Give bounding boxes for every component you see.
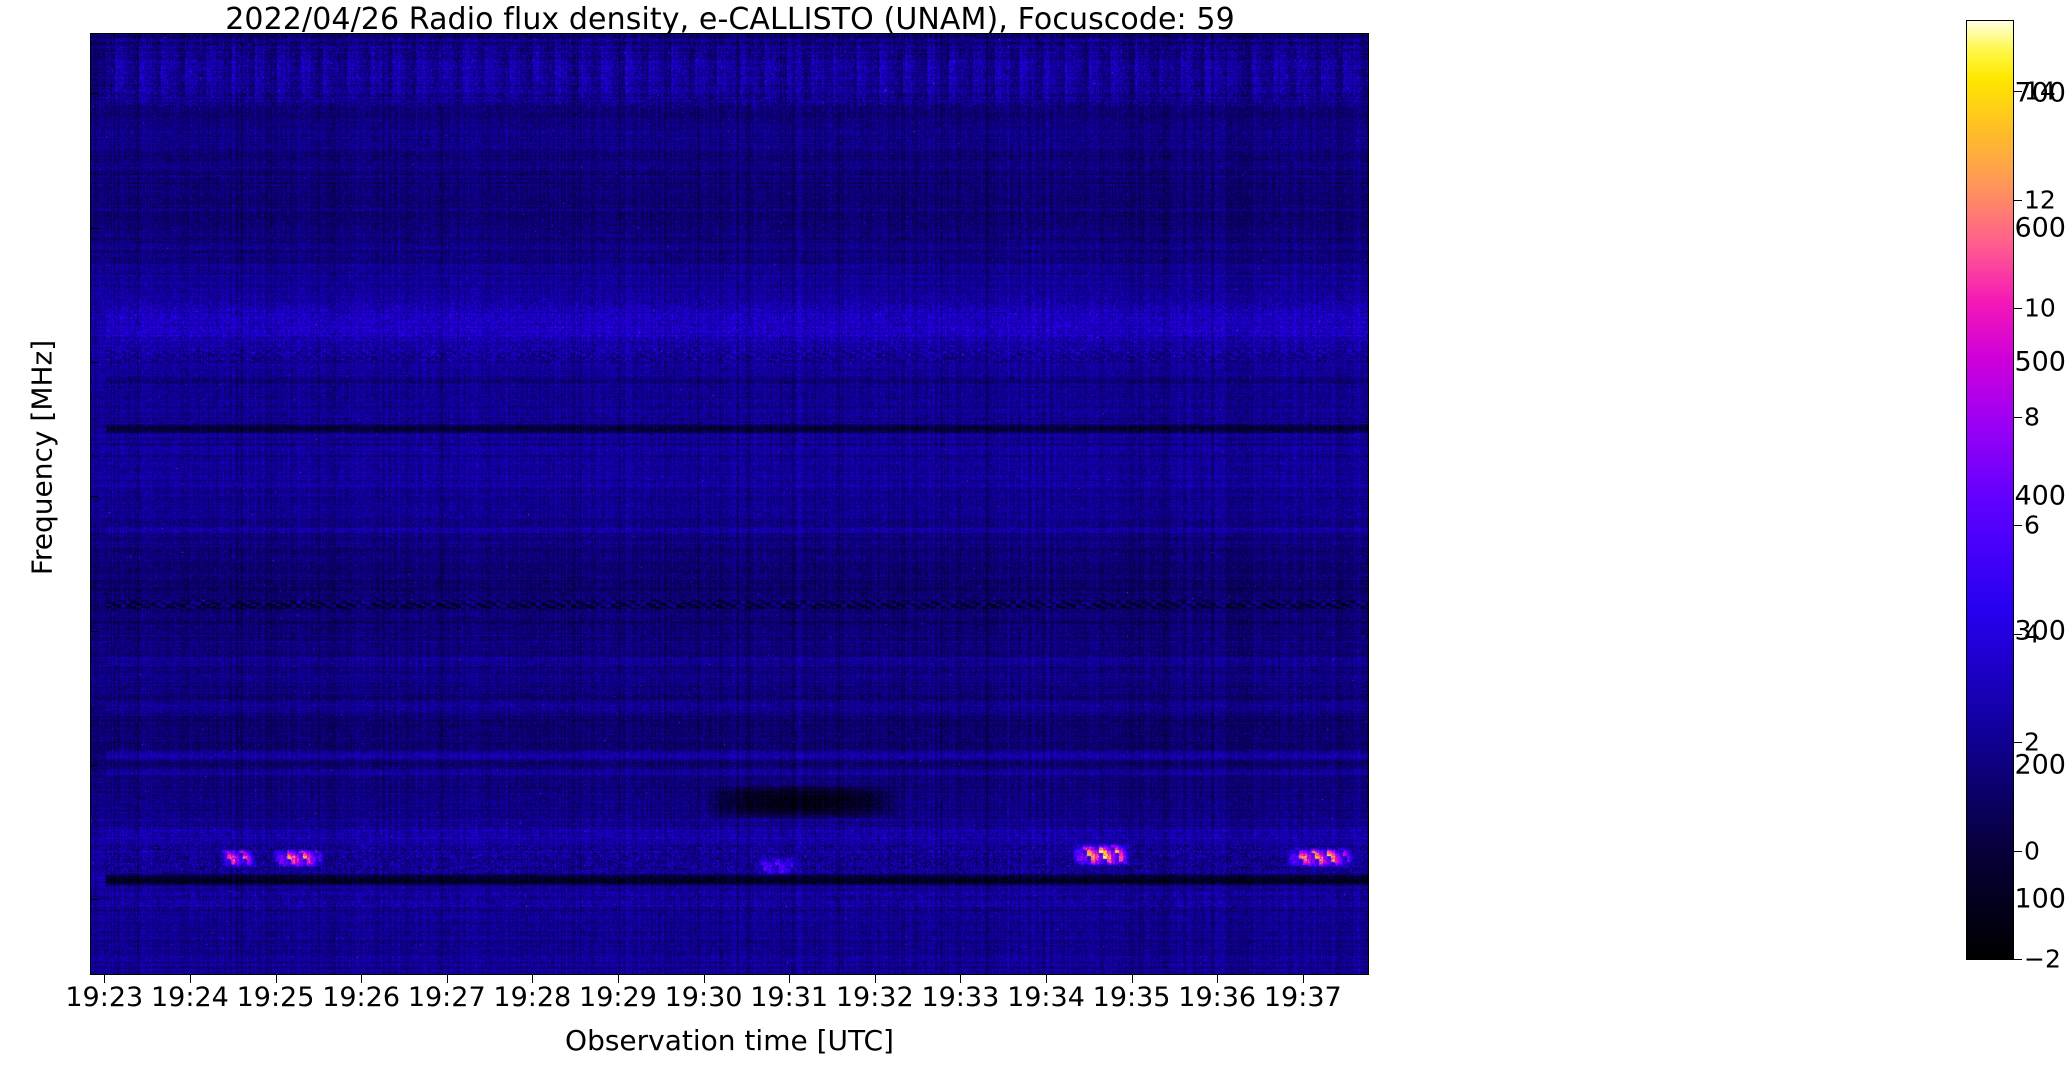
x-tick-mark	[1045, 975, 1047, 983]
x-tick-label: 19:34	[1007, 982, 1085, 1013]
x-tick-mark	[361, 975, 363, 983]
y-tick-label: 300	[2014, 615, 2066, 647]
x-tick-label: 19:27	[407, 982, 486, 1013]
figure-title: 2022/04/26 Radio flux density, e-CALLIST…	[225, 2, 1235, 37]
colorbar-tick-mark	[2014, 633, 2022, 635]
x-tick-label: 19:37	[1263, 982, 1342, 1013]
colorbar-tick-label: 14	[2024, 76, 2056, 106]
x-tick-label: 19:26	[322, 982, 401, 1013]
x-tick-label: 19:28	[493, 982, 572, 1013]
colorbar-tick-mark	[2014, 850, 2022, 852]
colorbar-tick-mark	[2014, 91, 2022, 93]
y-tick-mark	[90, 496, 98, 498]
y-tick-mark	[90, 227, 98, 229]
y-tick-mark	[90, 899, 98, 901]
y-tick-label: 200	[2014, 749, 2066, 781]
x-tick-label: 19:35	[1092, 982, 1171, 1013]
colorbar-tick-label: 0	[2024, 836, 2040, 866]
x-tick-mark	[960, 975, 962, 983]
x-tick-mark	[275, 975, 277, 983]
colorbar-tick-label: 2	[2024, 727, 2040, 757]
y-axis-label: Frequency [MHz]	[25, 339, 59, 576]
x-tick-mark	[189, 975, 191, 983]
x-tick-mark	[104, 975, 106, 983]
x-tick-mark	[1217, 975, 1219, 983]
x-tick-mark	[703, 975, 705, 983]
x-tick-label: 19:33	[921, 982, 1000, 1013]
colorbar-tick-label: 6	[2024, 510, 2040, 540]
y-tick-label: 500	[2014, 346, 2066, 378]
spectrogram-canvas[interactable]	[91, 34, 1368, 974]
x-tick-label: 19:23	[65, 982, 144, 1013]
x-tick-mark	[617, 975, 619, 983]
colorbar-tick-label: 12	[2024, 185, 2056, 215]
colorbar-tick-mark	[2014, 199, 2022, 201]
colorbar-gradient	[1967, 21, 2013, 959]
colorbar[interactable]	[1966, 20, 2014, 960]
x-tick-label: 19:31	[750, 982, 829, 1013]
x-tick-label: 19:25	[236, 982, 315, 1013]
y-tick-label: 700	[2014, 77, 2066, 109]
y-tick-mark	[90, 93, 98, 95]
y-tick-mark	[90, 630, 98, 632]
x-tick-label: 19:29	[579, 982, 657, 1013]
colorbar-tick-mark	[2014, 742, 2022, 744]
x-axis-label: Observation time [UTC]	[565, 1024, 894, 1057]
y-tick-label: 400	[2014, 480, 2066, 512]
plot-area[interactable]	[90, 33, 1369, 975]
y-tick-label: 100	[2014, 883, 2066, 915]
x-tick-mark	[789, 975, 791, 983]
x-tick-mark	[532, 975, 534, 983]
colorbar-tick-mark	[2014, 959, 2022, 960]
x-tick-mark	[874, 975, 876, 983]
colorbar-tick-mark	[2014, 308, 2022, 310]
x-tick-label: 19:36	[1178, 982, 1257, 1013]
y-tick-mark	[90, 362, 98, 363]
x-tick-label: 19:24	[150, 982, 229, 1013]
x-tick-label: 19:32	[835, 982, 914, 1013]
x-tick-mark	[1302, 975, 1304, 983]
y-tick-label: 600	[2014, 212, 2066, 244]
colorbar-tick-mark	[2014, 416, 2022, 418]
y-tick-mark	[90, 764, 98, 766]
colorbar-tick-label: −2	[2024, 944, 2061, 974]
colorbar-tick-label: 8	[2024, 402, 2040, 432]
x-tick-label: 19:30	[664, 982, 743, 1013]
colorbar-tick-mark	[2014, 525, 2022, 527]
x-tick-mark	[446, 975, 448, 983]
x-tick-mark	[1131, 975, 1133, 983]
colorbar-tick-label: 4	[2024, 619, 2040, 649]
colorbar-tick-label: 10	[2024, 293, 2056, 323]
